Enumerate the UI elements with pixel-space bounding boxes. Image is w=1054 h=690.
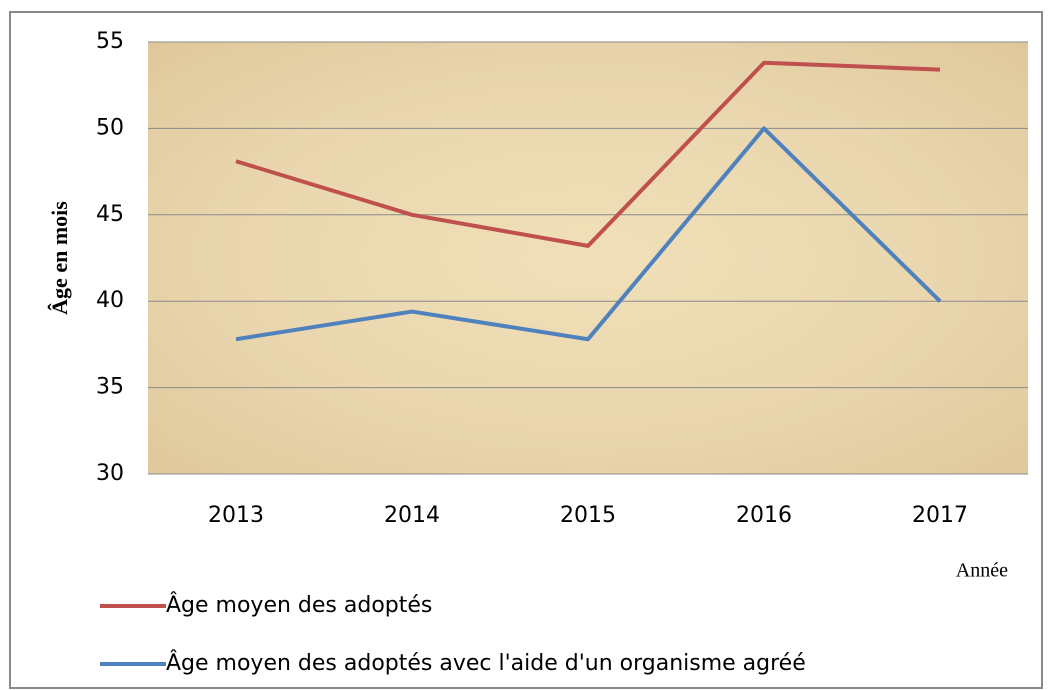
x-tick-label: 2017	[912, 503, 968, 528]
y-tick-label: 45	[96, 202, 124, 227]
x-tick-label: 2014	[384, 503, 440, 528]
x-tick-label: 2015	[560, 503, 616, 528]
x-tick-label: 2013	[208, 503, 264, 528]
x-tick-label: 2016	[736, 503, 792, 528]
plot-area	[148, 42, 1028, 474]
series-line	[235, 60, 941, 248]
y-tick-label: 50	[96, 115, 124, 140]
y-tick-label: 40	[96, 288, 124, 313]
legend-label: Âge moyen des adoptés avec l'aide d'un o…	[166, 650, 806, 676]
x-axis-label: Année	[956, 560, 1008, 582]
legend-label: Âge moyen des adoptés	[166, 592, 432, 618]
y-axis-label: Âge en mois	[47, 201, 72, 315]
y-tick-label: 30	[96, 461, 124, 486]
series-line	[235, 126, 942, 342]
y-tick-label: 35	[96, 375, 124, 400]
y-tick-label: 55	[96, 29, 124, 54]
